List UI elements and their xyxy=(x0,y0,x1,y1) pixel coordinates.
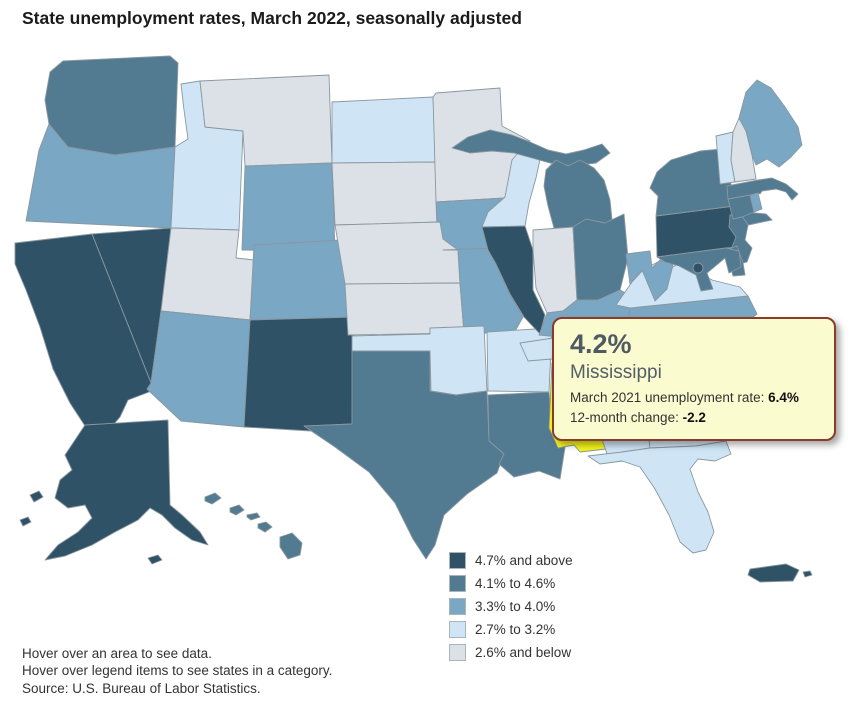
state-WY[interactable] xyxy=(241,162,336,252)
state-FL[interactable] xyxy=(587,440,732,554)
state-NM[interactable] xyxy=(243,316,355,432)
legend-item-4-1-to-4-6[interactable]: 4.1% to 4.6% xyxy=(449,575,573,592)
tooltip-rate: 4.2% xyxy=(570,329,632,359)
state-SD[interactable] xyxy=(331,161,441,226)
legend-swatch-lightest xyxy=(449,644,466,661)
state-HI-hawaii[interactable] xyxy=(279,532,303,560)
state-MA[interactable] xyxy=(726,177,799,201)
legend-item-2-6-and-below[interactable]: 2.6% and below xyxy=(449,644,573,661)
state-PR[interactable] xyxy=(747,563,800,583)
footer-source: Source: U.S. Bureau of Labor Statistics. xyxy=(22,680,261,696)
state-IN[interactable] xyxy=(532,226,578,314)
state-AK-island-3[interactable] xyxy=(147,554,163,565)
state-AZ[interactable] xyxy=(146,310,251,428)
state-WV[interactable] xyxy=(625,250,674,302)
state-AK-island-2[interactable] xyxy=(19,516,32,527)
state-TX[interactable] xyxy=(303,350,505,560)
legend-label: 4.1% to 4.6% xyxy=(475,576,556,591)
legend-swatch-light xyxy=(449,621,466,638)
change-label: 12-month change: xyxy=(570,409,683,425)
legend-swatch-darkest xyxy=(449,552,466,569)
footer-notes: Hover over an area to see data. Hover ov… xyxy=(22,645,332,697)
legend-label: 4.7% and above xyxy=(475,553,573,568)
state-ND[interactable] xyxy=(331,96,437,164)
state-HI-molokai[interactable] xyxy=(246,512,261,521)
legend-label: 2.6% and below xyxy=(475,645,572,660)
state-DC[interactable] xyxy=(692,262,704,274)
legend-item-2-7-to-3-2[interactable]: 2.7% to 3.2% xyxy=(449,621,573,638)
state-HI-maui[interactable] xyxy=(257,521,273,533)
legend-swatch-dark xyxy=(449,575,466,592)
state-AK[interactable] xyxy=(44,419,209,561)
prior-rate-value: 6.4% xyxy=(768,390,799,405)
hover-tooltip: 4.2% Mississippi March 2021 unemployment… xyxy=(552,317,836,442)
prior-rate-label: March 2021 unemployment rate: xyxy=(570,390,769,405)
state-HI-oahu[interactable] xyxy=(229,504,245,516)
state-AK-island-1[interactable] xyxy=(29,490,44,503)
tooltip-state-name: Mississippi xyxy=(570,362,662,383)
tooltip-change-line: 12-month change: -2.2 xyxy=(570,408,818,428)
state-OH[interactable] xyxy=(572,213,629,301)
legend-item-3-3-to-4-0[interactable]: 3.3% to 4.0% xyxy=(449,598,573,615)
legend: 4.7% and above 4.1% to 4.6% 3.3% to 4.0%… xyxy=(449,552,573,667)
tooltip-prior-rate-line: March 2021 unemployment rate: 6.4% xyxy=(570,388,818,408)
state-WA[interactable] xyxy=(44,55,179,156)
legend-swatch-medium xyxy=(449,598,466,615)
change-value: -2.2 xyxy=(682,409,706,425)
page-title: State unemployment rates, March 2022, se… xyxy=(22,8,522,28)
state-HI-kauai[interactable] xyxy=(204,492,222,505)
state-MI-upper[interactable] xyxy=(451,129,611,167)
footer-hint-area: Hover over an area to see data. xyxy=(22,646,212,661)
state-PR-island[interactable] xyxy=(802,570,813,578)
legend-item-4-7-and-above[interactable]: 4.7% and above xyxy=(449,552,573,569)
footer-hint-legend: Hover over legend items to see states in… xyxy=(22,663,333,679)
legend-label: 3.3% to 4.0% xyxy=(475,599,556,614)
legend-label: 2.7% to 3.2% xyxy=(475,622,556,637)
state-NE[interactable] xyxy=(334,221,461,285)
state-ME[interactable] xyxy=(738,79,803,168)
state-UT[interactable] xyxy=(160,227,255,321)
